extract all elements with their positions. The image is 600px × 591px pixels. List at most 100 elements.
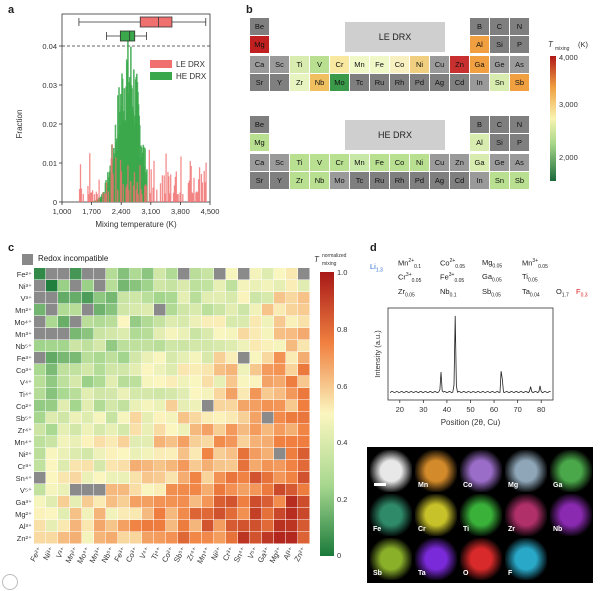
heatmap-cell — [142, 448, 154, 460]
le-bar — [133, 172, 136, 202]
heatmap-cell — [94, 496, 106, 508]
row-label: Cr³⁺ — [18, 462, 32, 471]
heatmap-cell — [226, 532, 238, 544]
heatmap-cell — [58, 328, 70, 340]
heatmap-cell — [34, 520, 46, 532]
heatmap-cell — [202, 292, 214, 304]
heatmap-cell — [46, 520, 58, 532]
heatmap-cell — [70, 508, 82, 520]
heatmap-cell — [94, 364, 106, 376]
heatmap-cell — [118, 292, 130, 304]
formula-mn3: Mn3+0.05 — [522, 258, 548, 270]
heatmap-cell — [226, 520, 238, 532]
heatmap-cell — [142, 460, 154, 472]
y-tick-label: 0.04 — [42, 42, 57, 51]
panel-c-colorbar-title: T — [314, 255, 320, 264]
heatmap-cell — [82, 532, 94, 544]
cbar-c-tick-1: 1.0 — [337, 268, 347, 277]
formula-co2: Co2+0.05 — [440, 258, 466, 270]
eds-map: Sb — [370, 538, 412, 580]
heatmap-cell — [238, 508, 250, 520]
heatmap-cell — [262, 424, 274, 436]
heatmap-cell — [250, 532, 262, 544]
le-bar — [176, 194, 178, 202]
heatmap-cell — [46, 364, 58, 376]
heatmap-cell — [118, 436, 130, 448]
heatmap-cell — [202, 376, 214, 388]
heatmap-cell — [166, 364, 178, 376]
heatmap-cell — [226, 496, 238, 508]
heatmap-cell — [226, 424, 238, 436]
heatmap-cell — [142, 316, 154, 328]
le-bar — [164, 193, 166, 202]
heatmap-cell — [46, 448, 58, 460]
le-bar — [144, 185, 146, 202]
le-bar — [163, 175, 165, 202]
heatmap-cell — [82, 460, 94, 472]
heatmap-cell — [250, 292, 262, 304]
heatmap-cell — [118, 448, 130, 460]
heatmap-cell — [94, 268, 106, 280]
heatmap-cell — [130, 316, 142, 328]
panel-c-colorbar: T normalized mixing 1.0 0.8 0.6 0.4 0.2 … — [314, 253, 347, 560]
xrd-tick-label: 70 — [513, 405, 521, 414]
le-drx-label: LE DRX — [345, 22, 445, 52]
heatmap-cell — [34, 412, 46, 424]
heatmap-cell — [82, 436, 94, 448]
col-label: Ni³⁺ — [41, 545, 56, 561]
heatmap-cell — [106, 496, 118, 508]
heatmap-cell — [178, 412, 190, 424]
eds-map: Ta — [415, 538, 457, 580]
le-bar — [167, 171, 169, 202]
heatmap-cell — [130, 532, 142, 544]
heatmap-cell — [142, 352, 154, 364]
element-cell: Ru — [370, 74, 389, 91]
heatmap-cell — [214, 376, 226, 388]
element-cell: In — [470, 172, 489, 189]
element-cell: Nb — [310, 172, 329, 189]
le-bar — [201, 182, 204, 202]
heatmap-cell — [214, 400, 226, 412]
heatmap-cell — [298, 412, 310, 424]
element-cell: Sn — [490, 74, 509, 91]
heatmap-cell — [214, 520, 226, 532]
heatmap-cell — [142, 364, 154, 376]
heatmap-cell — [262, 508, 274, 520]
heatmap-cell — [190, 472, 202, 484]
heatmap-cell — [118, 460, 130, 472]
heatmap-cell — [154, 460, 166, 472]
heatmap-cell — [58, 316, 70, 328]
heatmap-cell — [94, 316, 106, 328]
heatmap-cell — [34, 352, 46, 364]
heatmap-cell — [70, 532, 82, 544]
heatmap-cell — [142, 472, 154, 484]
formula-sb: Sb0.05 — [482, 287, 501, 299]
formula-nb: Nb0.1 — [440, 287, 457, 299]
heatmap-cell — [226, 280, 238, 292]
heatmap-cell — [58, 400, 70, 412]
heatmap-cell — [142, 424, 154, 436]
heatmap-cell — [106, 280, 118, 292]
heatmap-cell — [298, 376, 310, 388]
heatmap-cell — [238, 316, 250, 328]
heatmap-cell — [286, 268, 298, 280]
heatmap-cell — [298, 424, 310, 436]
panel-b-colorbar-sub: mixing — [555, 46, 570, 52]
heatmap-cell — [178, 460, 190, 472]
heatmap-cell — [34, 436, 46, 448]
heatmap-cell — [166, 472, 178, 484]
panel-a-letter: a — [8, 4, 15, 16]
le-bar — [187, 183, 190, 202]
heatmap-cell — [46, 376, 58, 388]
heatmap-cell — [238, 352, 250, 364]
heatmap-cell — [214, 424, 226, 436]
heatmap-cell — [166, 436, 178, 448]
heatmap-cell — [166, 280, 178, 292]
heatmap-cell — [106, 340, 118, 352]
heatmap-cell — [298, 340, 310, 352]
heatmap-cell — [46, 292, 58, 304]
eds-map — [370, 450, 412, 492]
le-bar — [150, 169, 152, 202]
heatmap-cell — [130, 484, 142, 496]
element-cell: Co — [390, 154, 409, 171]
